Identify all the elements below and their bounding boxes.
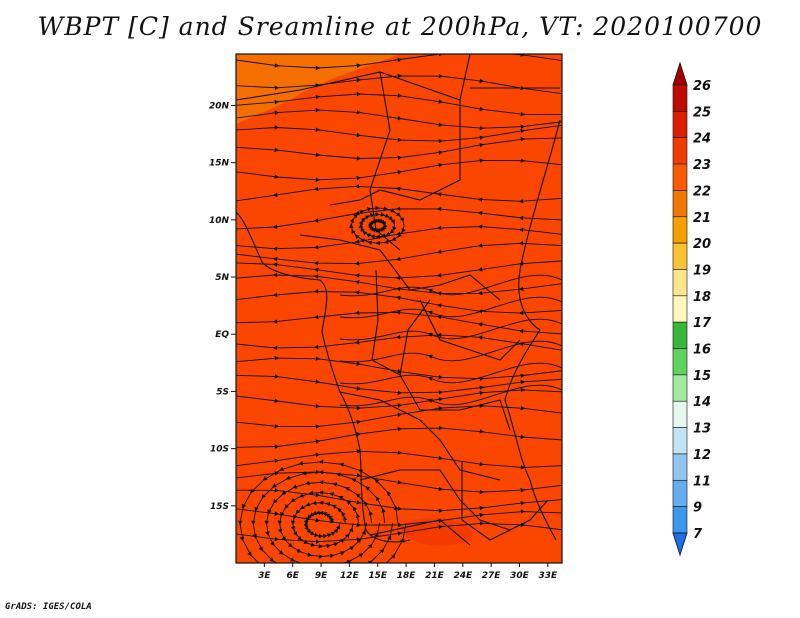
y-tick-label: 15N — [209, 159, 230, 169]
colorbar-label: 21 — [693, 211, 711, 226]
colorbar-swatch — [672, 321, 688, 349]
y-tick-label: 10S — [210, 445, 229, 455]
x-tick-label: 18E — [397, 571, 417, 581]
y-tick-label: 5N — [215, 273, 229, 283]
colorbar-label: 19 — [693, 263, 711, 278]
colorbar-label: 12 — [693, 448, 711, 463]
streamline — [236, 73, 562, 95]
colorbar-swatch — [672, 295, 688, 323]
streamline — [236, 137, 562, 161]
colorbar-label: 7 — [693, 527, 703, 542]
x-tick-label: 9E — [315, 571, 328, 581]
streamline — [339, 362, 562, 385]
x-tick-label: 15E — [368, 571, 388, 581]
colorbar-swatch — [672, 137, 688, 165]
x-axis: 3E 6E 9E 12E 15E 18E 21E 24E 27E 30E 33E — [258, 563, 558, 581]
colorbar-label: 20 — [693, 237, 711, 252]
x-tick-label: 33E — [538, 571, 558, 581]
colorbar: 26 25 24 23 22 21 20 19 18 17 16 15 14 13 12 11 9 7 — [672, 61, 712, 557]
colorbar-label: 13 — [693, 422, 711, 437]
colorbar-swatch — [672, 506, 688, 534]
streamline — [236, 310, 562, 335]
streamline — [339, 296, 562, 319]
colorbar-label: 9 — [693, 501, 702, 516]
x-tick-label: 3E — [258, 571, 271, 581]
map-field — [236, 54, 562, 563]
y-axis: 20N 15N 10N 5N EQ 5S 10S 15S — [209, 101, 236, 512]
colorbar-swatch — [672, 84, 688, 112]
streamline — [236, 425, 562, 449]
streamline — [339, 274, 562, 297]
chart-title: WBPT [C] and Sreamline at 200hPa, VT: 20… — [37, 12, 763, 41]
x-tick-label: 6E — [286, 571, 299, 581]
colorbar-swatch — [672, 111, 688, 139]
x-tick-label: 30E — [510, 571, 530, 581]
colorbar-swatch — [672, 242, 688, 270]
grads-footer: GrADS: IGES/COLA — [5, 602, 92, 612]
x-tick-label: 24E — [453, 571, 473, 581]
x-tick-label: 21E — [425, 571, 445, 581]
y-tick-label: 10N — [209, 216, 230, 226]
coastlines-layer — [236, 54, 561, 546]
colorbar-swatch — [672, 348, 688, 376]
streamline — [236, 184, 562, 204]
colorbar-min-arrow — [672, 532, 688, 557]
colorbar-swatch — [672, 216, 688, 244]
colorbar-swatch — [672, 374, 688, 402]
x-tick-label: 27E — [482, 571, 502, 581]
colorbar-label: 11 — [693, 474, 711, 489]
colorbar-swatch — [672, 453, 688, 481]
colorbar-label: 23 — [693, 158, 711, 173]
colorbar-swatch — [672, 190, 688, 218]
colorbar-label: 16 — [693, 343, 711, 358]
streamline — [236, 158, 562, 183]
colorbar-swatch — [672, 400, 688, 428]
colorbar-max-arrow — [672, 61, 688, 86]
colorbar-label: 22 — [693, 184, 711, 199]
streamline — [236, 332, 562, 351]
streamline — [339, 340, 562, 363]
colorbar-label: 17 — [693, 316, 712, 331]
streamline — [236, 54, 562, 71]
colorbar-swatch — [672, 479, 688, 507]
colorbar-label: 14 — [693, 395, 711, 410]
y-tick-label: EQ — [215, 330, 229, 340]
streamline — [237, 459, 407, 563]
colorbar-label: 26 — [693, 79, 711, 94]
y-tick-label: 20N — [209, 101, 230, 111]
north-warm-plume — [236, 54, 400, 124]
y-tick-label: 15S — [210, 502, 229, 512]
map-frame — [235, 53, 563, 564]
colorbar-label: 25 — [693, 105, 711, 120]
streamline — [349, 205, 406, 246]
colorbar-label: 24 — [693, 132, 711, 147]
colorbar-label: 15 — [693, 369, 711, 384]
streamline — [236, 449, 562, 470]
colorbar-swatch — [672, 163, 688, 191]
y-tick-label: 5S — [216, 387, 229, 397]
streamline — [339, 318, 562, 341]
colorbar-swatch — [672, 269, 688, 297]
streamline — [339, 384, 562, 407]
colorbar-label: 18 — [693, 290, 711, 305]
x-tick-label: 12E — [340, 571, 360, 581]
wbpt-field — [236, 54, 562, 563]
colorbar-swatch — [672, 427, 688, 455]
streamline — [236, 241, 562, 266]
